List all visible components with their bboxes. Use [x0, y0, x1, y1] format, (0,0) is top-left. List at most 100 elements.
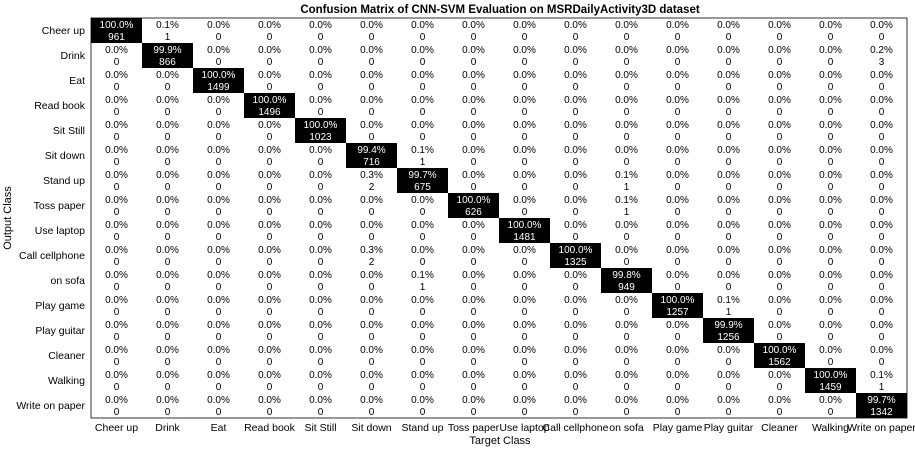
cell-percent-label: 0.0% — [819, 195, 842, 206]
cell-count-label: 0 — [318, 307, 324, 318]
y-axis-title: Output Class — [2, 186, 14, 250]
cell-percent-label: 0.0% — [666, 170, 689, 181]
cell-count-label: 0 — [777, 157, 783, 168]
matrix-cell: 100.0%1499 — [193, 68, 244, 93]
cell-count-label: 1 — [624, 207, 630, 218]
matrix-cell: 0.0%0 — [717, 45, 740, 68]
cell-percent-label: 0.0% — [819, 295, 842, 306]
diagonal-cell-fill — [550, 243, 601, 268]
cell-count-label: 0 — [165, 407, 171, 418]
cell-count-label: 0 — [879, 207, 885, 218]
cell-count-label: 0 — [114, 332, 120, 343]
matrix-cell: 0.0%0 — [105, 395, 128, 418]
matrix-cell: 0.0%0 — [615, 95, 638, 118]
cell-percent-label: 0.0% — [258, 270, 281, 281]
matrix-cell: 0.0%0 — [819, 270, 842, 293]
cell-percent-label: 0.0% — [717, 220, 740, 231]
cell-percent-label: 0.0% — [156, 195, 179, 206]
cell-count-label: 0 — [522, 307, 528, 318]
cell-percent-label: 0.0% — [513, 170, 536, 181]
cell-percent-label: 0.0% — [717, 245, 740, 256]
cell-count-label: 0 — [624, 307, 630, 318]
diagonal-cell-fill — [448, 193, 499, 218]
cell-percent-label: 0.0% — [156, 70, 179, 81]
cell-count-label: 0 — [726, 257, 732, 268]
cell-count-label: 0 — [879, 132, 885, 143]
matrix-cell: 0.0%0 — [717, 270, 740, 293]
matrix-cell: 0.0%0 — [666, 370, 689, 393]
cell-count-label: 1256 — [717, 332, 740, 343]
cell-percent-label: 0.0% — [717, 70, 740, 81]
cell-percent-label: 0.0% — [564, 270, 587, 281]
matrix-cell: 0.0%0 — [105, 45, 128, 68]
cell-count-label: 716 — [363, 157, 380, 168]
cell-percent-label: 0.0% — [411, 220, 434, 231]
matrix-cell: 0.0%0 — [717, 120, 740, 143]
cell-count-label: 0 — [369, 232, 375, 243]
matrix-cell: 0.0%0 — [258, 220, 281, 243]
cell-percent-label: 0.0% — [156, 145, 179, 156]
cell-count-label: 0 — [828, 307, 834, 318]
cell-percent-label: 0.0% — [360, 195, 383, 206]
y-tick-label: Toss paper — [34, 200, 86, 212]
matrix-cell: 0.0%0 — [513, 70, 536, 93]
matrix-cell: 0.0%0 — [462, 170, 485, 193]
cell-count-label: 0 — [522, 107, 528, 118]
matrix-cell: 0.0%0 — [870, 320, 893, 343]
cell-count-label: 0 — [573, 332, 579, 343]
cell-percent-label: 0.0% — [768, 195, 791, 206]
cell-percent-label: 0.0% — [156, 345, 179, 356]
x-tick-label: Write on paper — [847, 422, 915, 434]
cell-percent-label: 0.0% — [309, 145, 332, 156]
y-tick-label: Sit down — [45, 150, 85, 162]
y-tick-label: Play game — [35, 300, 85, 312]
cell-count-label: 0 — [369, 382, 375, 393]
cell-percent-label: 0.0% — [615, 95, 638, 106]
matrix-cell: 99.9%1256 — [703, 318, 754, 343]
matrix-cell: 0.0%0 — [666, 120, 689, 143]
diagonal-cell-fill — [346, 143, 397, 168]
cell-count-label: 0 — [675, 332, 681, 343]
y-tick-label: Use laptop — [35, 225, 85, 237]
cell-count-label: 0 — [777, 132, 783, 143]
matrix-cell: 0.0%0 — [564, 145, 587, 168]
matrix-cell: 0.0%0 — [156, 245, 179, 268]
cell-percent-label: 0.0% — [105, 345, 128, 356]
cell-percent-label: 0.0% — [615, 45, 638, 56]
matrix-cell: 0.0%0 — [156, 145, 179, 168]
cell-percent-label: 100.0% — [661, 295, 695, 306]
matrix-cell: 0.0%0 — [156, 370, 179, 393]
matrix-cell: 0.0%0 — [615, 370, 638, 393]
cell-percent-label: 0.0% — [105, 270, 128, 281]
cell-percent-label: 0.0% — [819, 320, 842, 331]
matrix-cell: 0.1%1 — [870, 370, 893, 393]
matrix-cell: 0.0%0 — [819, 70, 842, 93]
cell-count-label: 0 — [675, 107, 681, 118]
cell-percent-label: 0.0% — [870, 245, 893, 256]
matrix-cell: 0.0%0 — [411, 320, 434, 343]
cell-count-label: 0 — [267, 57, 273, 68]
matrix-cell: 0.0%0 — [258, 295, 281, 318]
matrix-cell: 100.0%1496 — [244, 93, 295, 118]
matrix-cell: 0.0%0 — [462, 70, 485, 93]
cell-count-label: 0 — [318, 207, 324, 218]
cell-count-label: 0 — [726, 157, 732, 168]
cell-count-label: 1496 — [258, 107, 281, 118]
cell-percent-label: 0.0% — [207, 295, 230, 306]
chart-title: Confusion Matrix of CNN-SVM Evaluation o… — [300, 4, 700, 16]
cell-percent-label: 0.0% — [513, 95, 536, 106]
cell-percent-label: 0.0% — [615, 295, 638, 306]
matrix-cell: 0.0%0 — [513, 270, 536, 293]
matrix-cell: 0.0%0 — [615, 320, 638, 343]
cell-count-label: 0 — [114, 307, 120, 318]
matrix-cell: 0.0%0 — [156, 345, 179, 368]
cell-count-label: 0 — [369, 307, 375, 318]
matrix-cell: 0.0%0 — [360, 45, 383, 68]
cell-count-label: 0 — [216, 107, 222, 118]
matrix-cell: 0.0%0 — [870, 345, 893, 368]
cell-count-label: 0 — [318, 407, 324, 418]
matrix-cell: 0.0%0 — [819, 345, 842, 368]
cell-percent-label: 0.0% — [768, 45, 791, 56]
cell-percent-label: 0.1% — [411, 145, 434, 156]
cell-count-label: 0 — [777, 32, 783, 43]
